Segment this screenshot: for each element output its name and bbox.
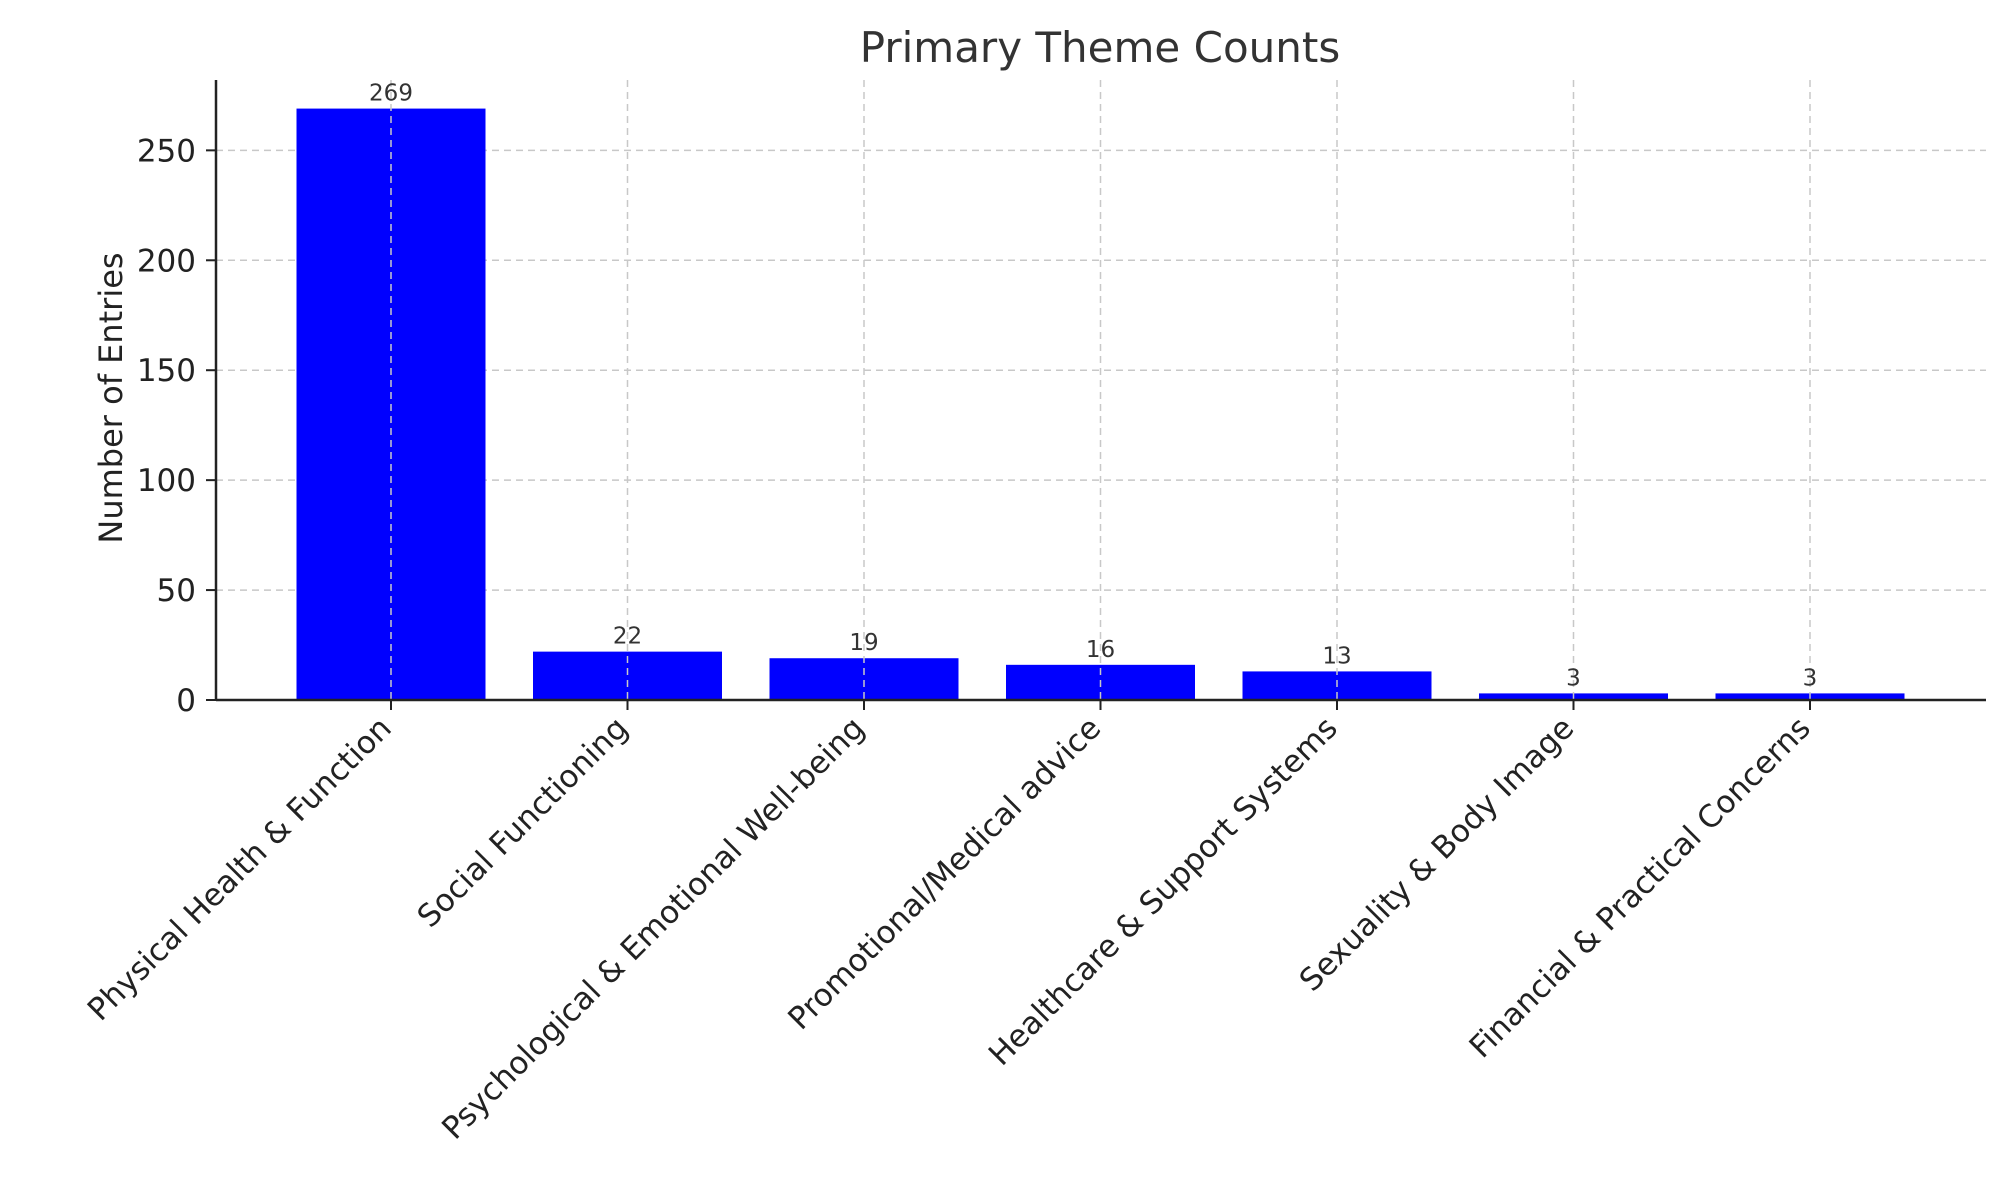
- x-tick-label: Sexuality & Body Image: [1293, 710, 1581, 998]
- data-label: 16: [1086, 637, 1115, 663]
- axes: [206, 80, 1986, 710]
- data-label: 13: [1322, 643, 1351, 669]
- grid-lines: [216, 149, 1986, 591]
- x-tick-labels: Physical Health & Function Social Functio…: [81, 710, 1818, 1147]
- x-tick-label: Physical Health & Function: [81, 710, 399, 1028]
- data-labels: 269 22 19 16 13 3 3: [369, 81, 1817, 692]
- y-axis-label: Number of Entries: [92, 252, 130, 543]
- data-label: 269: [369, 81, 413, 107]
- y-tick-label: 150: [137, 353, 196, 389]
- y-tick-label: 200: [137, 243, 196, 279]
- y-tick-label: 0: [176, 683, 196, 719]
- data-label: 3: [1803, 665, 1818, 691]
- y-tick-labels: 0 50 100 150 200 250: [137, 133, 196, 719]
- x-tick-label: Social Functioning: [411, 710, 636, 935]
- data-label: 3: [1566, 665, 1581, 691]
- chart-title: Primary Theme Counts: [860, 23, 1340, 72]
- vertical-grid-lines: [390, 80, 1811, 700]
- data-label: 22: [613, 624, 642, 650]
- data-label: 19: [849, 630, 878, 656]
- x-tick-label: Psychological & Emotional Well-being: [435, 710, 872, 1147]
- y-tick-label: 50: [157, 573, 196, 609]
- y-tick-label: 250: [137, 133, 196, 169]
- y-tick-label: 100: [137, 463, 196, 499]
